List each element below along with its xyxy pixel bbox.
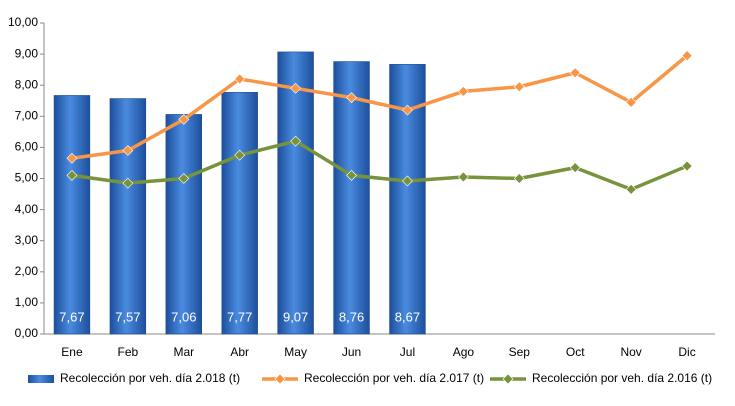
- y-tick-label: 1,00: [15, 295, 39, 309]
- marker: [625, 96, 637, 108]
- bar: [221, 92, 258, 335]
- bar: [277, 51, 314, 335]
- x-tick-label: Oct: [566, 345, 585, 359]
- marker: [569, 162, 581, 174]
- marker: [346, 169, 357, 181]
- marker: [234, 73, 246, 85]
- x-tick-label: Jul: [400, 345, 415, 359]
- legend-label: Recolección por veh. día 2.016 (t): [532, 371, 712, 385]
- marker: [122, 177, 134, 189]
- legend-swatch: [28, 375, 54, 383]
- legend-label: Recolección por veh. día 2.017 (t): [304, 371, 484, 385]
- marker: [346, 92, 357, 104]
- x-tick-label: Dic: [678, 345, 695, 359]
- x-tick-label: Ene: [61, 345, 83, 359]
- value-label: 7,77: [227, 309, 252, 324]
- y-tick-label: 7,00: [15, 108, 39, 122]
- y-tick-label: 10,00: [8, 15, 38, 29]
- legend-marker: [274, 373, 286, 385]
- value-label: 7,67: [59, 309, 84, 324]
- y-tick-label: 8,00: [15, 77, 39, 91]
- x-tick-label: Ago: [453, 345, 475, 359]
- x-tick-label: Abr: [230, 345, 249, 359]
- marker: [66, 169, 78, 181]
- y-tick-label: 6,00: [15, 140, 39, 154]
- bar: [165, 114, 202, 335]
- marker: [402, 175, 413, 187]
- bar: [53, 95, 91, 335]
- y-tick-label: 5,00: [15, 171, 39, 185]
- y-tick-label: 4,00: [15, 202, 39, 216]
- marker: [290, 82, 302, 94]
- y-tick-label: 9,00: [15, 46, 39, 60]
- marker: [625, 183, 637, 195]
- marker: [513, 173, 525, 184]
- marker: [457, 85, 469, 97]
- y-tick-label: 0,00: [15, 326, 39, 340]
- marker: [122, 145, 134, 156]
- value-label: 8,76: [339, 309, 364, 324]
- legend-label: Recolección por veh. día 2.018 (t): [60, 371, 240, 385]
- y-tick-label: 3,00: [15, 233, 39, 247]
- marker: [457, 171, 469, 183]
- marker: [66, 152, 78, 164]
- value-label: 7,06: [171, 309, 196, 324]
- legend-marker: [502, 373, 514, 385]
- value-label: 8,67: [395, 309, 420, 324]
- x-tick-label: Sep: [509, 345, 531, 359]
- marker: [569, 67, 581, 79]
- line: [71, 139, 688, 192]
- x-tick-label: May: [284, 345, 307, 359]
- x-tick-label: Mar: [173, 345, 194, 359]
- marker: [178, 113, 190, 125]
- x-tick-label: Feb: [118, 345, 139, 359]
- value-label: 9,07: [283, 309, 308, 324]
- marker: [234, 149, 246, 161]
- marker: [681, 160, 693, 172]
- bar: [333, 61, 370, 335]
- marker: [290, 135, 302, 147]
- marker: [513, 81, 525, 93]
- y-tick-label: 2,00: [15, 264, 39, 278]
- value-label: 7,57: [115, 309, 140, 324]
- marker: [402, 104, 413, 116]
- marker: [681, 50, 693, 62]
- bar: [109, 98, 147, 335]
- x-tick-label: Jun: [342, 345, 361, 359]
- x-tick-label: Nov: [620, 345, 641, 359]
- marker: [178, 173, 190, 184]
- line: [71, 54, 689, 161]
